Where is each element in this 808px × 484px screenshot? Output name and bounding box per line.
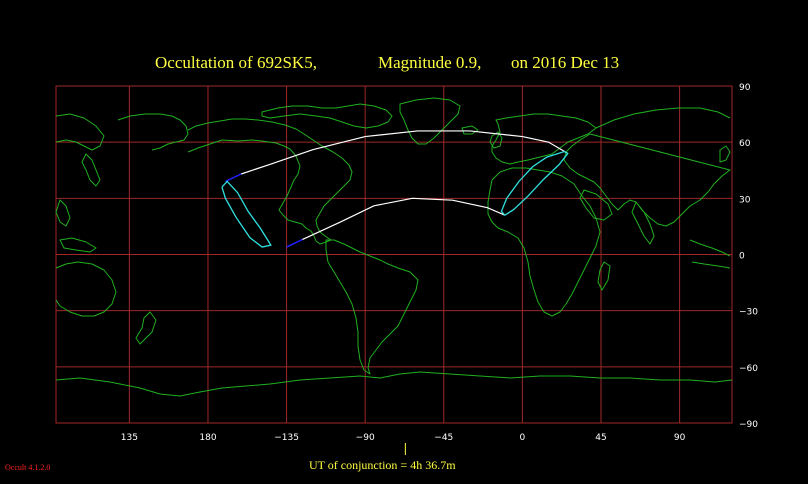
east-rise-set-curve <box>500 150 569 216</box>
occultation-paths <box>221 130 569 248</box>
coast-australia <box>55 261 117 317</box>
coast-new-zealand <box>135 311 157 345</box>
south-twilight-segment <box>286 238 303 248</box>
y-tick-label: 0 <box>739 252 745 262</box>
y-tick-label: 60 <box>739 139 751 149</box>
coast-asia <box>563 107 731 227</box>
coast-philippines <box>55 199 71 227</box>
conjunction-label: UT of conjunction = 4h 36.7m <box>309 458 456 472</box>
coast-indonesia <box>689 239 731 269</box>
coast-south-america <box>325 239 419 375</box>
coast-greenland <box>399 97 461 145</box>
coast-east-asia-left <box>55 113 105 151</box>
coast-north-america <box>187 118 353 245</box>
coastlines <box>55 97 733 397</box>
west-rise-set-curve <box>221 180 272 248</box>
y-tick-label: −90 <box>739 420 758 430</box>
coast-iceland <box>461 125 479 135</box>
coast-new-guinea <box>59 237 97 253</box>
x-tick-label: −135 <box>274 433 299 443</box>
y-tick-label: 30 <box>739 195 751 205</box>
coast-madagascar <box>597 261 611 291</box>
coast-uk <box>489 131 503 149</box>
y-tick-label: −60 <box>739 364 758 374</box>
longitude-tick-labels: 135 180 −135 −90 −45 0 45 90 <box>121 433 686 443</box>
x-tick-label: 45 <box>595 433 606 443</box>
latitude-tick-labels: 90 60 30 0 −30 −60 −90 <box>739 83 758 430</box>
coast-europe <box>491 113 597 165</box>
coast-africa <box>487 167 601 317</box>
title-date: on 2016 Dec 13 <box>511 53 619 72</box>
coast-arabia <box>579 189 613 221</box>
coast-japan-right <box>719 145 731 163</box>
y-tick-label: −30 <box>739 308 758 318</box>
map-frame <box>55 85 733 424</box>
title-magnitude: Magnitude 0.9, <box>378 53 481 72</box>
x-tick-label: 90 <box>674 433 686 443</box>
south-limit-line <box>302 197 506 241</box>
x-tick-label: 135 <box>121 433 138 443</box>
coast-india <box>631 201 655 245</box>
y-tick-label: 90 <box>739 83 751 93</box>
x-tick-label: −90 <box>356 433 375 443</box>
north-twilight-segment <box>225 173 242 183</box>
coast-alaska <box>117 113 189 151</box>
x-tick-label: 0 <box>520 433 526 443</box>
title-object: Occultation of 692SK5, <box>155 53 317 72</box>
version-label: Occult 4.1.2.0 <box>5 463 50 472</box>
coast-arctic-islands <box>261 103 393 129</box>
graticule <box>56 86 732 423</box>
north-limit-line <box>240 130 569 175</box>
coast-antarctica <box>55 371 733 397</box>
x-tick-label: 180 <box>199 433 216 443</box>
coast-japan-left <box>81 153 101 187</box>
x-tick-label: −45 <box>434 433 453 443</box>
